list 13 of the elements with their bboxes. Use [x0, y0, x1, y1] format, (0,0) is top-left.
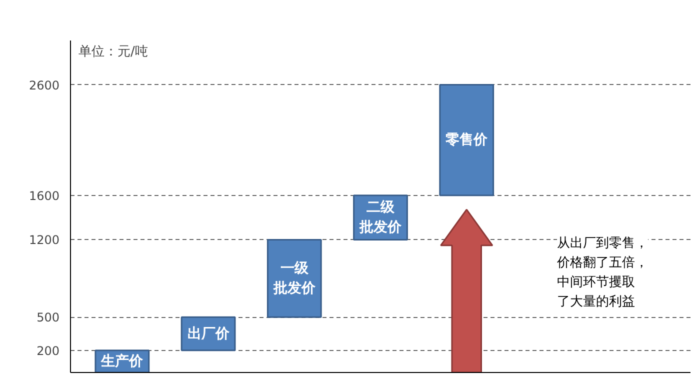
y-tick-label: 2600: [28, 78, 60, 92]
y-tick-label: 200: [36, 344, 60, 358]
text: 从出厂到零售，价格翻了五倍，中间环节攫取了大量的利益: [556, 236, 648, 310]
y-tick-label: 1200: [28, 233, 60, 248]
x-tick-label: 生产价: [100, 352, 144, 370]
bar: [439, 84, 494, 196]
x-tick-label: 一级批发价: [272, 260, 316, 296]
x-tick-label: 二级批发价: [358, 200, 402, 236]
x-tick-label: 出厂价: [187, 326, 230, 342]
y-tick-label: 1600: [28, 188, 60, 203]
y-tick-label: 500: [36, 310, 60, 325]
y-axis-title: 单位：元/吨: [78, 44, 148, 60]
x-tick-label: 零售价: [444, 132, 489, 148]
